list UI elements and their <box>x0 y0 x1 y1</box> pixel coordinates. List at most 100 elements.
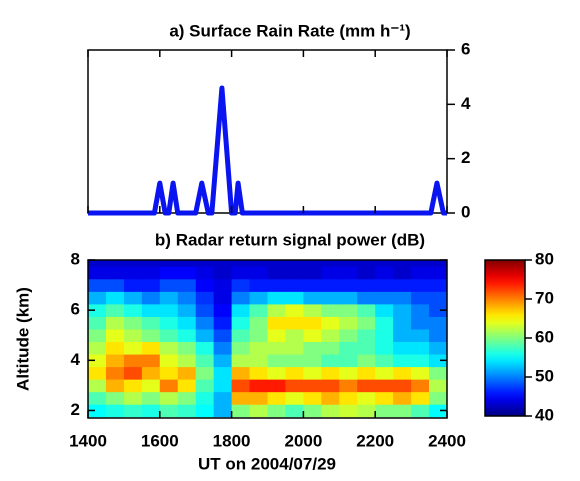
heat-cell <box>123 328 143 343</box>
heat-cell <box>88 404 107 418</box>
heat-cell <box>177 366 197 380</box>
y-tick-label: 4 <box>461 94 471 113</box>
heat-cell <box>339 328 358 343</box>
heat-cell <box>375 303 394 317</box>
heat-cell <box>375 341 394 355</box>
heat-cell <box>267 303 286 317</box>
heat-cell <box>123 404 143 418</box>
heat-cell <box>375 404 394 418</box>
heat-cell <box>303 354 322 368</box>
heat-cell <box>285 316 304 330</box>
heat-cell <box>267 404 286 418</box>
heat-cell <box>411 391 430 405</box>
heat-cell <box>177 391 197 405</box>
heat-cell <box>321 354 340 368</box>
heat-cell <box>88 260 107 267</box>
heat-cell <box>159 404 179 418</box>
heat-cell <box>321 303 340 317</box>
heat-cell <box>159 379 179 393</box>
heat-cell <box>393 391 412 405</box>
heat-cell <box>357 354 376 368</box>
heat-cell <box>375 260 394 267</box>
heat-cell <box>141 354 161 368</box>
heat-cell <box>321 291 340 305</box>
heat-cell <box>88 328 107 343</box>
heat-cell <box>339 316 358 330</box>
heat-cell <box>285 354 304 368</box>
heat-cell <box>105 341 125 355</box>
heat-cell <box>357 291 376 305</box>
heat-cell <box>231 328 251 343</box>
heat-cell <box>375 366 394 380</box>
heat-cell <box>321 391 340 405</box>
heat-cell <box>339 391 358 405</box>
heat-cell <box>393 291 412 305</box>
x-tick-label: 1400 <box>69 431 107 450</box>
heat-cell <box>375 391 394 405</box>
heat-cell <box>357 379 376 393</box>
heat-cell <box>303 278 322 292</box>
heat-cell <box>339 366 358 380</box>
heat-cell <box>357 316 376 330</box>
heat-cell <box>213 404 233 418</box>
heat-cell <box>303 291 322 305</box>
heat-cell <box>213 266 233 280</box>
heat-cell <box>141 266 161 280</box>
heat-cell <box>123 341 143 355</box>
heat-cell <box>393 328 412 343</box>
heat-cell <box>213 379 233 393</box>
heat-cell <box>231 260 251 267</box>
heat-cell <box>231 391 251 405</box>
heat-cell <box>231 404 251 418</box>
heat-cell <box>339 354 358 368</box>
heat-cell <box>267 341 286 355</box>
heat-cell <box>123 291 143 305</box>
heat-cell <box>285 303 304 317</box>
heat-cell <box>429 266 447 280</box>
heat-cell <box>88 303 107 317</box>
panel-a-title: a) Surface Rain Rate (mm h⁻¹) <box>169 21 410 40</box>
heat-cell <box>231 354 251 368</box>
heat-cell <box>393 379 412 393</box>
y-tick-label: 6 <box>71 300 80 319</box>
heat-cell <box>123 366 143 380</box>
heat-cell <box>141 278 161 292</box>
plot-frame <box>87 259 448 419</box>
heat-cell <box>375 291 394 305</box>
heat-cell <box>213 303 233 317</box>
heat-cell <box>195 266 215 280</box>
heat-cell <box>123 354 143 368</box>
heat-cell <box>213 260 233 267</box>
heat-cell <box>321 316 340 330</box>
heat-cell <box>267 354 286 368</box>
heat-cell <box>105 379 125 393</box>
heat-cell <box>88 366 107 380</box>
heat-cell <box>249 379 268 393</box>
heat-cell <box>159 260 179 267</box>
heat-cell <box>213 354 233 368</box>
heat-cell <box>88 391 107 405</box>
heat-cell <box>285 328 304 343</box>
heat-cell <box>429 278 447 292</box>
heat-cell <box>393 303 412 317</box>
heat-cell <box>303 366 322 380</box>
heat-cell <box>303 341 322 355</box>
heat-cell <box>249 291 268 305</box>
heat-cell <box>303 316 322 330</box>
heat-cell <box>195 354 215 368</box>
heat-cell <box>321 278 340 292</box>
heat-cell <box>393 260 412 267</box>
heat-cell <box>195 379 215 393</box>
heat-cell <box>411 354 430 368</box>
heat-cell <box>88 291 107 305</box>
heat-cell <box>141 328 161 343</box>
heat-cell <box>123 278 143 292</box>
heat-cell <box>195 278 215 292</box>
heat-cell <box>231 303 251 317</box>
heat-cell <box>303 260 322 267</box>
heat-cell <box>159 278 179 292</box>
heat-cell <box>429 303 447 317</box>
heat-cell <box>411 266 430 280</box>
heat-cell <box>411 291 430 305</box>
heat-cell <box>357 391 376 405</box>
